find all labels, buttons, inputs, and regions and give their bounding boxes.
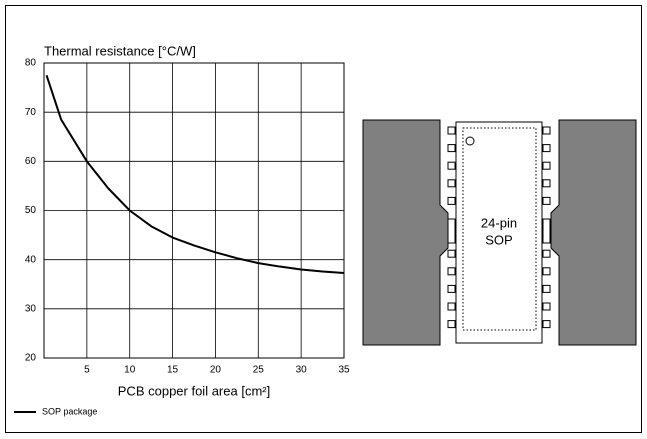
y-tick-label: 20 — [25, 353, 37, 364]
y-tick-label: 30 — [25, 303, 37, 314]
x-tick-label: 35 — [338, 365, 350, 376]
pin — [542, 267, 551, 276]
plot-frame — [43, 62, 345, 359]
package-label: 24-pin — [481, 215, 517, 230]
y-tick-label: 50 — [25, 205, 37, 216]
diagram: 24-pin SOP — [362, 119, 637, 346]
pin — [447, 267, 456, 276]
pin — [447, 126, 456, 135]
x-tick-label: 15 — [167, 365, 179, 376]
y-tick-label: 60 — [25, 156, 37, 167]
y-tick-label: 70 — [25, 107, 37, 118]
x-tick-label: 10 — [124, 365, 136, 376]
y-tick-label: 80 — [25, 58, 37, 69]
pin — [447, 284, 456, 293]
package-body — [455, 121, 543, 344]
pin — [542, 179, 551, 188]
pin — [447, 179, 456, 188]
x-tick-label: 30 — [296, 365, 308, 376]
line-series — [45, 74, 345, 274]
x-tick-label: 5 — [84, 365, 90, 376]
pin — [542, 161, 551, 170]
copper-pad — [550, 119, 637, 346]
pin — [542, 218, 551, 244]
die-outline — [462, 127, 537, 331]
pin — [542, 196, 551, 205]
chart-title: Thermal resistance [°C/W] — [44, 43, 196, 58]
pin — [447, 161, 456, 170]
legend-label: SOP package — [42, 406, 97, 416]
pin — [447, 249, 456, 258]
x-tick-label: 20 — [210, 365, 222, 376]
pin — [542, 249, 551, 258]
pin — [542, 126, 551, 135]
pin — [447, 144, 456, 153]
pin — [447, 320, 456, 329]
pin — [447, 196, 456, 205]
package-label: SOP — [485, 232, 512, 247]
pin — [447, 218, 456, 244]
x-tick-label: 25 — [253, 365, 265, 376]
pin1-mark — [465, 136, 475, 146]
pin — [542, 320, 551, 329]
pin — [542, 284, 551, 293]
y-tick-label: 40 — [25, 254, 37, 265]
copper-pad — [362, 119, 449, 346]
pin — [447, 302, 456, 311]
x-axis-label: PCB copper foil area [cm²] — [118, 383, 270, 398]
pin — [542, 302, 551, 311]
pin — [542, 144, 551, 153]
